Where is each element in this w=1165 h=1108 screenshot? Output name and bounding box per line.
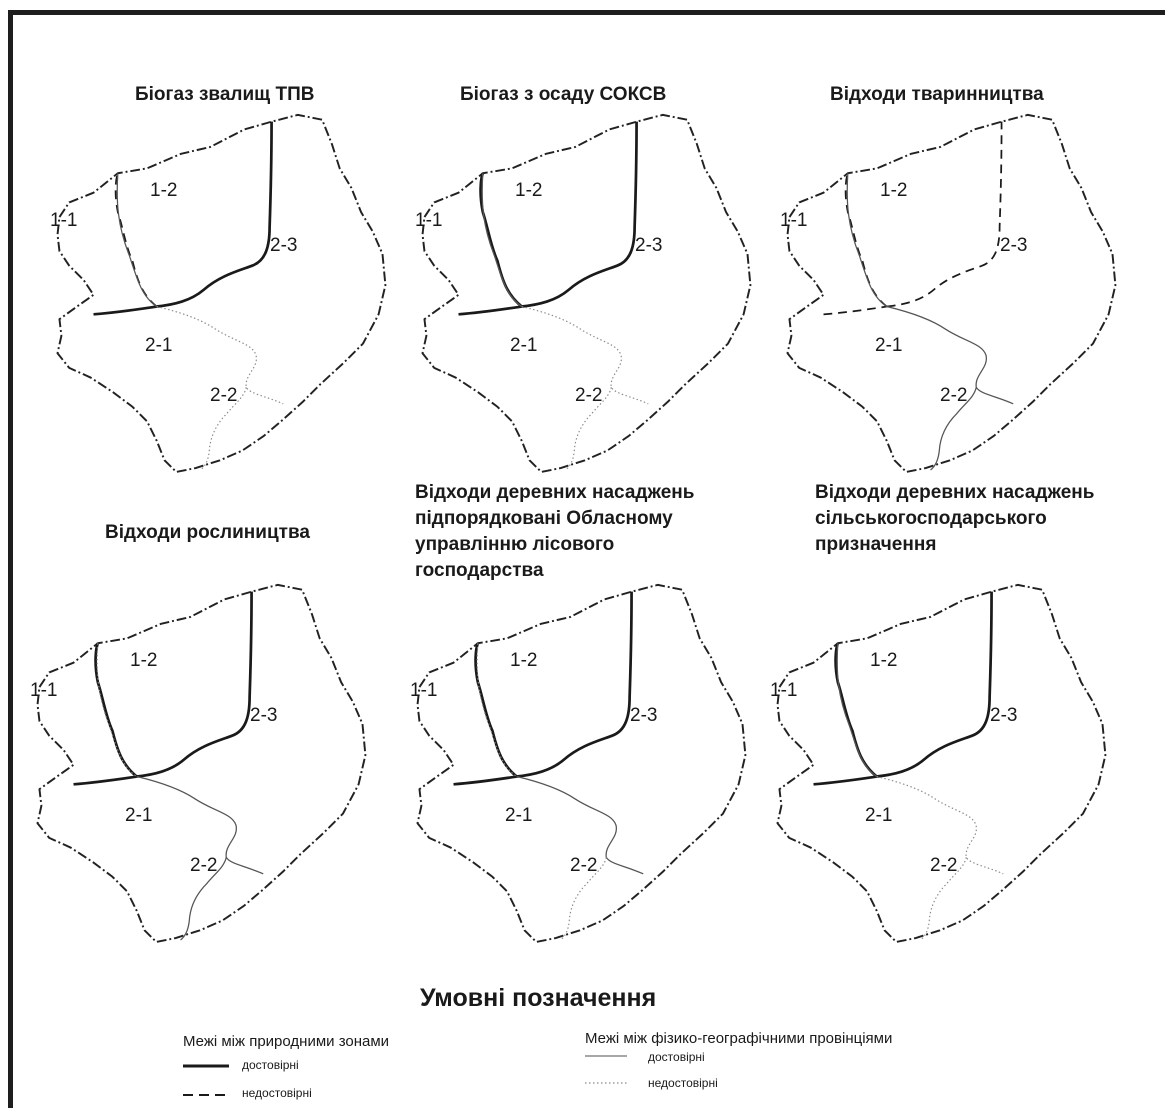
zone-boundary-d (886, 305, 1014, 405)
zone-label-2-1: 2-1 (865, 805, 893, 826)
zone-label-1-1: 1-1 (410, 680, 438, 701)
region-outline (416, 583, 747, 943)
zone-boundary-a (516, 591, 633, 778)
zone-boundary-a (156, 121, 273, 308)
region-map-2 (421, 113, 752, 473)
zone-label-2-2: 2-2 (940, 385, 968, 406)
zone-boundary-c (114, 172, 158, 308)
map-title-4: Відходи рослиництва (105, 520, 310, 546)
zone-boundary-b (93, 305, 157, 316)
region-map-3 (786, 113, 1117, 473)
zone-label-2-2: 2-2 (575, 385, 603, 406)
zone-boundary-a (876, 591, 993, 778)
region-outline (786, 113, 1117, 473)
zone-boundary-c (844, 172, 888, 308)
region-outline (776, 583, 1107, 943)
zone-label-1-2: 1-2 (150, 180, 178, 201)
legend-province-unreliable: недостовірні (648, 1076, 718, 1090)
legend-swatch-province-unreliable (585, 1082, 627, 1084)
zone-boundary-f (476, 643, 518, 778)
zone-boundary-f (846, 173, 888, 308)
map-title-line: Біогаз з осаду СОКСВ (460, 84, 667, 105)
zone-boundary-b (813, 775, 877, 786)
zone-label-2-2: 2-2 (570, 855, 598, 876)
zone-label-1-1: 1-1 (415, 210, 443, 231)
zone-boundary-a (521, 121, 638, 308)
zone-label-1-1: 1-1 (30, 680, 58, 701)
zone-label-1-1: 1-1 (780, 210, 808, 231)
figure-frame (8, 10, 1165, 1108)
zone-boundary-f (836, 643, 878, 778)
zone-label-2-3: 2-3 (270, 235, 298, 256)
map-title-line: Відходи деревних насаджень (415, 482, 695, 503)
zone-boundary-f (481, 173, 523, 308)
map-title-6: Відходи деревних насаджень сільськогоспод… (815, 480, 1094, 558)
region-map-4 (36, 583, 367, 943)
zone-label-1-2: 1-2 (515, 180, 543, 201)
map-title-3: Відходи тваринництва (830, 82, 1044, 108)
region-map-1 (56, 113, 387, 473)
zone-label-2-3: 2-3 (1000, 235, 1028, 256)
zone-label-1-2: 1-2 (130, 650, 158, 671)
zone-boundary-e (930, 387, 977, 471)
region-map-6 (776, 583, 1107, 943)
zone-boundary-b (458, 305, 522, 316)
zone-label-2-2: 2-2 (190, 855, 218, 876)
zone-label-2-3: 2-3 (630, 705, 658, 726)
map-title-line: Відходи тваринництва (830, 84, 1044, 105)
legend-natural-reliable: достовірні (242, 1058, 299, 1072)
zone-label-1-2: 1-2 (510, 650, 538, 671)
zone-label-2-3: 2-3 (990, 705, 1018, 726)
zone-label-2-1: 2-1 (510, 335, 538, 356)
zone-label-2-2: 2-2 (930, 855, 958, 876)
zone-boundary-b (453, 775, 517, 786)
zone-label-2-3: 2-3 (250, 705, 278, 726)
map-title-1: Біогаз звалищ ТПВ (135, 82, 314, 108)
map-title-line: управлінню лісового (415, 534, 615, 555)
map-title-line: підпорядковані Обласному (415, 508, 673, 529)
legend-natural-zones-heading: Межі між природними зонами (183, 1033, 390, 1050)
zone-label-1-1: 1-1 (50, 210, 78, 231)
map-title-2: Біогаз з осаду СОКСВ (460, 82, 666, 108)
zone-label-2-1: 2-1 (505, 805, 533, 826)
zone-boundary-f (96, 643, 138, 778)
region-map-5 (416, 583, 747, 943)
zone-label-2-2: 2-2 (210, 385, 238, 406)
legend-swatch-province-reliable (585, 1055, 627, 1057)
legend-swatch-natural-reliable (183, 1064, 229, 1068)
zone-boundary-f (116, 173, 158, 308)
map-title-5: Відходи деревних насаджень підпорядковані… (415, 480, 694, 584)
legend-provinces-heading: Межі між фізико-географічними провінціям… (585, 1030, 893, 1047)
region-outline (421, 113, 752, 473)
map-title-line: призначення (815, 534, 937, 555)
zone-label-1-2: 1-2 (870, 650, 898, 671)
zone-boundary-b (823, 305, 887, 316)
map-title-line: Відходи деревних насаджень (815, 482, 1095, 503)
zone-label-2-1: 2-1 (145, 335, 173, 356)
map-title-line: Біогаз звалищ ТПВ (135, 84, 315, 105)
legend-province-reliable: достовірні (648, 1050, 705, 1064)
zone-boundary-a (886, 121, 1003, 308)
zone-boundary-d (516, 775, 644, 875)
map-title-line: Відходи рослиництва (105, 522, 310, 543)
zone-boundary-a (136, 591, 253, 778)
zone-label-2-1: 2-1 (875, 335, 903, 356)
legend-title: Умовні позначення (420, 984, 657, 1012)
region-outline (56, 113, 387, 473)
zone-label-2-1: 2-1 (125, 805, 153, 826)
legend-natural-unreliable: недостовірні (242, 1086, 312, 1100)
zone-boundary-e (180, 857, 227, 941)
zone-boundary-b (73, 775, 137, 786)
zone-boundary-d (136, 775, 264, 875)
map-title-line: сільськогосподарського (815, 508, 1047, 529)
map-title-line: господарства (415, 560, 544, 581)
zone-label-1-1: 1-1 (770, 680, 798, 701)
region-outline (36, 583, 367, 943)
legend-swatch-natural-unreliable (183, 1094, 229, 1096)
zone-label-2-3: 2-3 (635, 235, 663, 256)
zone-label-1-2: 1-2 (880, 180, 908, 201)
